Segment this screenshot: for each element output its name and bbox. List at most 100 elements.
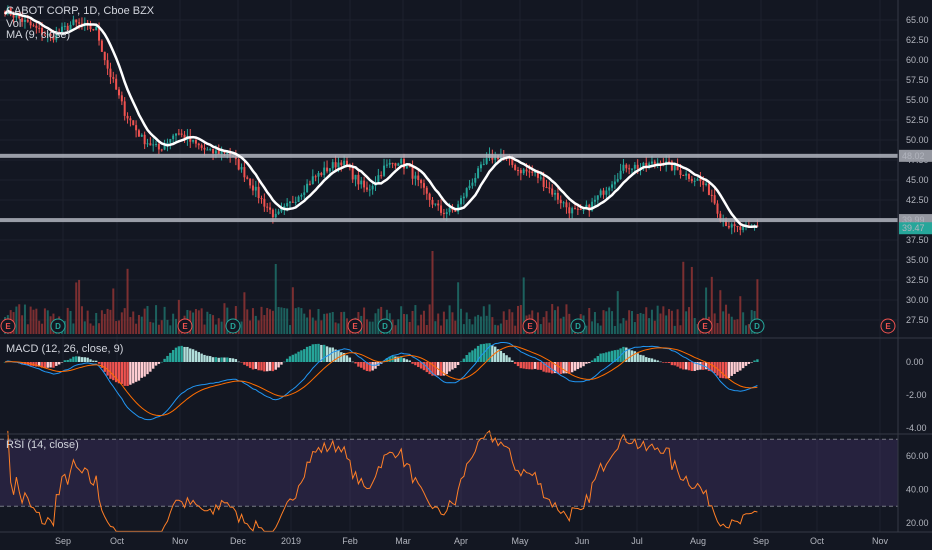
volume-bar — [642, 313, 645, 334]
macd-histogram-bar — [152, 362, 155, 369]
dividend-marker[interactable]: D — [377, 318, 393, 334]
candle-body — [608, 187, 611, 191]
candle-body — [314, 176, 317, 178]
rsi-pane — [7, 430, 758, 532]
volume-bar — [517, 305, 519, 334]
time-tick: Mar — [395, 536, 411, 546]
candle-body — [271, 209, 274, 218]
candle-body — [294, 201, 297, 203]
macd-histogram-bar — [257, 362, 260, 371]
earnings-marker[interactable]: E — [0, 318, 16, 334]
dividend-marker[interactable]: D — [50, 318, 66, 334]
candle-body — [308, 183, 311, 185]
candle-body — [420, 180, 423, 184]
volume-bar — [733, 319, 736, 334]
macd-histogram-bar — [454, 362, 457, 369]
dividend-marker[interactable]: D — [225, 318, 241, 334]
candle-body — [383, 165, 386, 176]
macd-histogram-bar — [160, 361, 163, 363]
macd-histogram-bar — [126, 362, 129, 386]
macd-histogram-bar — [308, 345, 312, 362]
volume-bar — [511, 312, 514, 334]
macd-histogram-bar — [209, 356, 212, 362]
macd-histogram-bar — [325, 346, 329, 362]
volume-bar — [554, 310, 557, 334]
candle-body — [645, 162, 648, 167]
candle-body — [35, 25, 38, 28]
macd-histogram-bar — [670, 362, 674, 366]
event-circle — [347, 318, 363, 334]
macd-histogram-bar — [43, 362, 47, 369]
volume-bar — [494, 324, 497, 334]
volume-bar — [688, 307, 690, 334]
time-tick: Nov — [872, 536, 889, 546]
macd-histogram-bar — [414, 362, 417, 366]
macd-histogram-bar — [134, 362, 138, 382]
macd-histogram-bar — [736, 362, 739, 372]
macd-histogram-bar — [679, 362, 682, 369]
macd-histogram-bar — [69, 358, 72, 362]
volume-bar — [445, 319, 448, 334]
candle-body — [417, 175, 420, 181]
earnings-marker[interactable]: E — [347, 318, 363, 334]
volume-bar — [602, 310, 605, 334]
candle-body — [602, 190, 605, 195]
volume-bar — [103, 313, 106, 334]
macd-histogram-bar — [627, 348, 631, 362]
candle-body — [542, 177, 545, 187]
pane-dividers[interactable] — [0, 0, 932, 533]
candle-body — [95, 26, 98, 31]
volume-bar — [522, 277, 525, 334]
volume-bar — [479, 316, 482, 334]
macd-histogram-bar — [100, 362, 104, 368]
macd-histogram-bar — [266, 362, 269, 372]
macd-histogram-bar — [642, 355, 645, 362]
candle-body — [574, 208, 576, 210]
volume-bar — [331, 312, 334, 334]
earnings-marker[interactable]: E — [522, 318, 538, 334]
earnings-marker[interactable]: E — [880, 318, 896, 334]
volume-bar — [747, 324, 750, 334]
volume-bar — [75, 282, 78, 334]
volume-bar — [206, 311, 209, 334]
candle-body — [628, 168, 631, 170]
volume-bar — [311, 317, 314, 334]
macd-histogram-bar — [684, 362, 688, 370]
volume-bar — [465, 312, 468, 334]
volume-bar — [405, 314, 408, 334]
volume-bar — [508, 309, 511, 334]
candle-body — [716, 203, 719, 214]
macd-histogram-bar — [63, 360, 67, 362]
price-tick: 57.50 — [906, 75, 929, 85]
candle-body — [571, 208, 574, 214]
dividend-marker[interactable]: D — [749, 318, 765, 334]
volume-bar — [551, 304, 554, 334]
volume-bar — [730, 316, 733, 334]
volume-bar — [374, 313, 377, 334]
earnings-marker[interactable]: E — [177, 318, 193, 334]
candle-body — [18, 14, 21, 19]
macd-histogram-bar — [673, 362, 676, 366]
candle-body — [485, 158, 488, 164]
macd-line — [4, 342, 758, 421]
horizontal-levels[interactable] — [0, 153, 898, 223]
time-tick: Apr — [454, 536, 468, 546]
candle-body — [539, 177, 542, 179]
candle-body — [727, 225, 730, 228]
time-tick: Oct — [110, 536, 125, 546]
macd-histogram-bar — [214, 357, 218, 362]
volume-bar — [123, 308, 126, 334]
volume-bar — [414, 305, 417, 334]
volume-bar — [200, 308, 203, 334]
volume-bar — [565, 304, 568, 334]
earnings-marker[interactable]: E — [697, 318, 713, 334]
volume-bar — [411, 310, 414, 334]
time-tick: Jun — [575, 536, 590, 546]
volume-bar — [46, 310, 49, 334]
macd-histogram-bar — [320, 344, 323, 362]
macd-histogram-bar — [86, 357, 89, 362]
candle-body — [263, 198, 266, 207]
dividend-marker[interactable]: D — [570, 318, 586, 334]
